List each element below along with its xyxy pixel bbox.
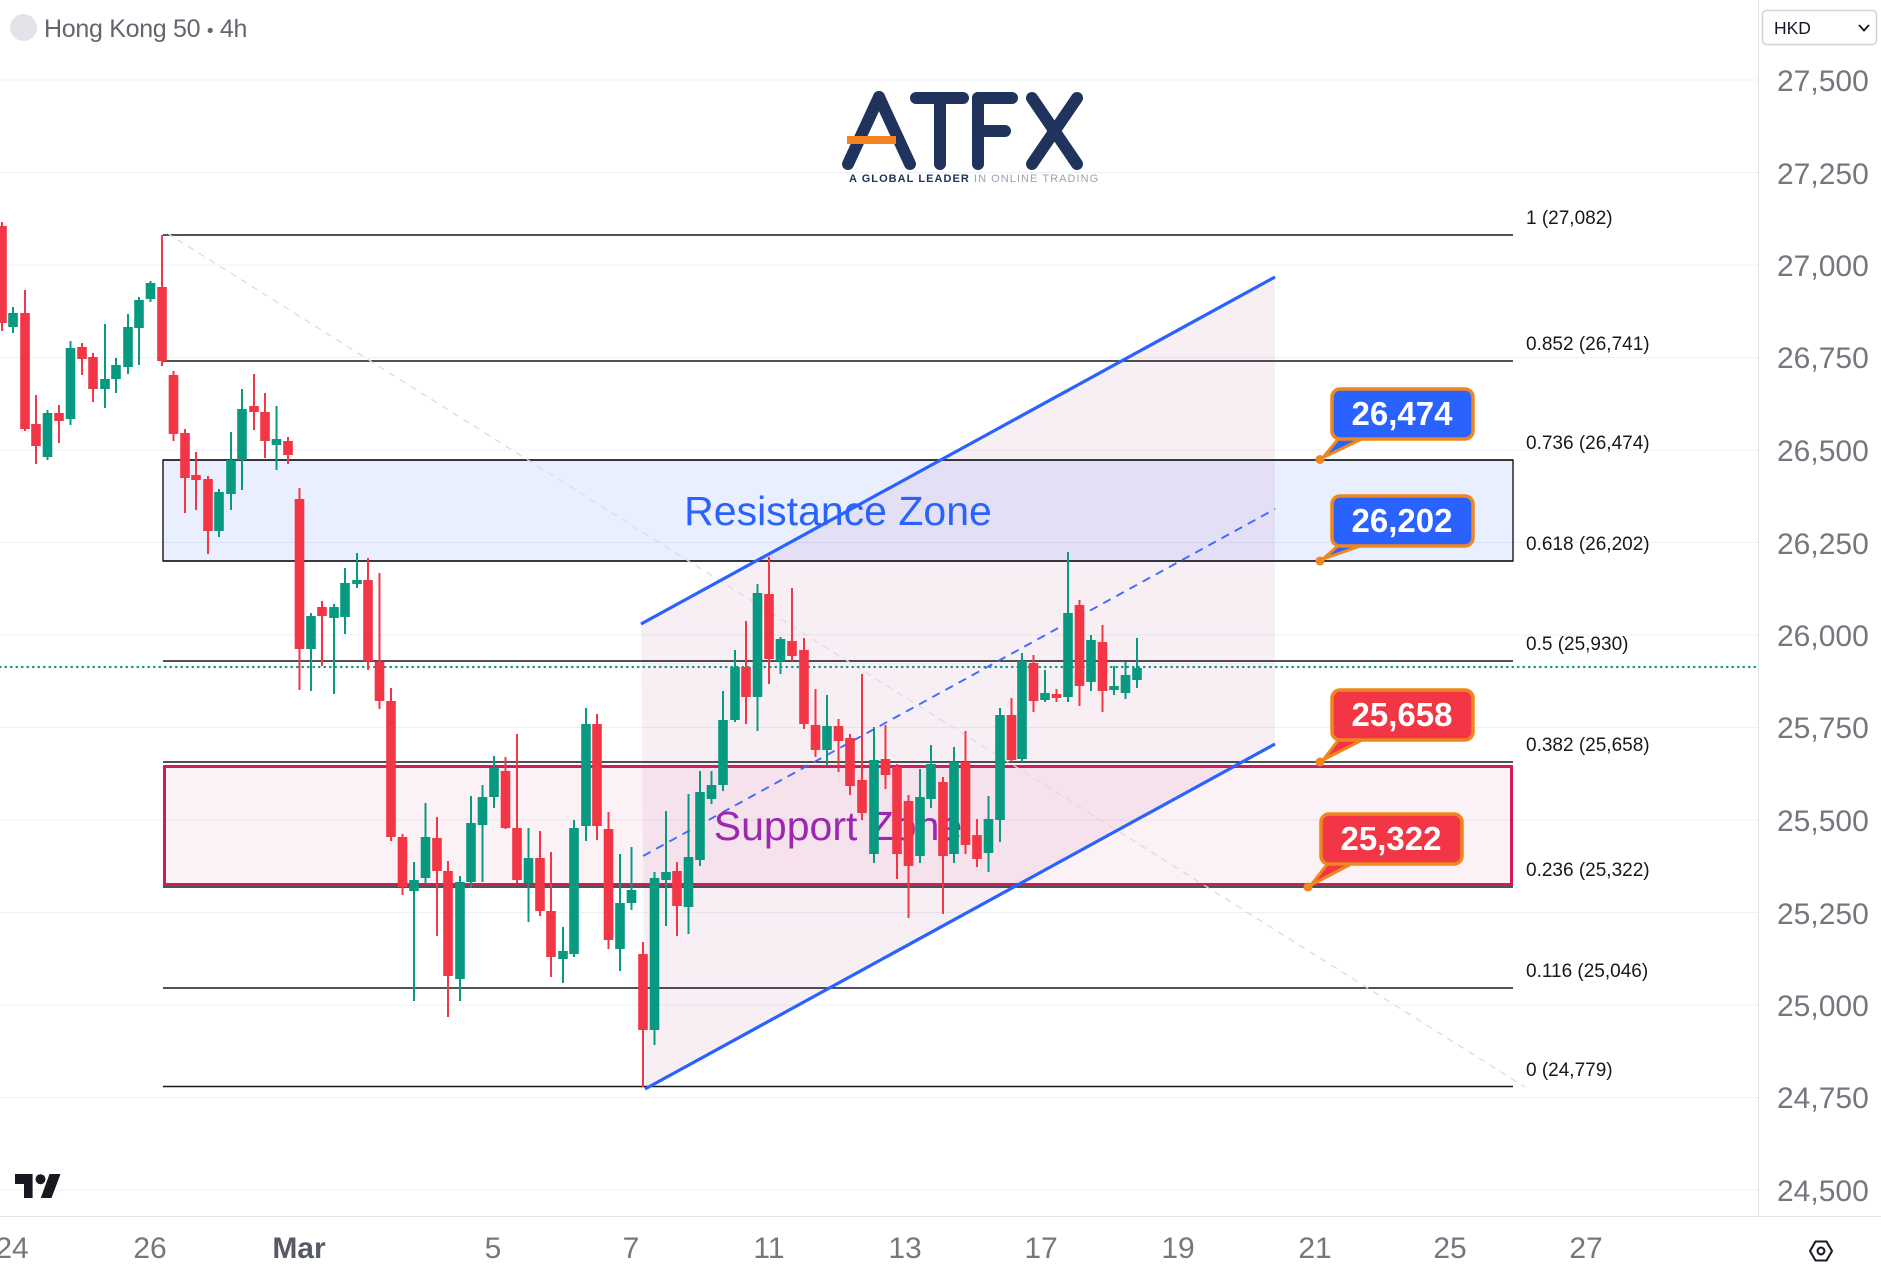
svg-text:11: 11 [753, 1232, 784, 1265]
svg-text:25,250: 25,250 [1777, 898, 1869, 931]
svg-text:27,250: 27,250 [1777, 158, 1869, 191]
svg-text:24: 24 [0, 1232, 29, 1265]
svg-text:26,202: 26,202 [1352, 502, 1453, 539]
svg-text:HKD: HKD [1774, 18, 1811, 38]
svg-text:1 (27,082): 1 (27,082) [1526, 208, 1613, 229]
svg-text:5: 5 [485, 1232, 502, 1265]
svg-text:25,750: 25,750 [1777, 712, 1869, 745]
svg-text:24,750: 24,750 [1777, 1082, 1869, 1115]
svg-text:26: 26 [133, 1232, 166, 1265]
svg-text:7: 7 [623, 1232, 640, 1265]
svg-text:0.116 (25,046): 0.116 (25,046) [1526, 961, 1648, 982]
svg-text:0.382 (25,658): 0.382 (25,658) [1526, 735, 1650, 756]
svg-text:25: 25 [1433, 1232, 1466, 1265]
svg-text:13: 13 [888, 1232, 921, 1265]
svg-text:26,250: 26,250 [1777, 528, 1869, 561]
svg-text:21: 21 [1298, 1232, 1331, 1265]
svg-text:26,750: 26,750 [1777, 342, 1869, 375]
svg-text:26,000: 26,000 [1777, 620, 1869, 653]
svg-text:Mar: Mar [272, 1232, 326, 1265]
svg-text:Hong Kong 50 • 4h: Hong Kong 50 • 4h [44, 15, 247, 43]
svg-text:25,000: 25,000 [1777, 990, 1869, 1023]
svg-text:0.852 (26,741): 0.852 (26,741) [1526, 334, 1650, 355]
svg-text:17: 17 [1024, 1232, 1057, 1265]
svg-text:26,474: 26,474 [1352, 395, 1454, 432]
svg-text:A GLOBAL LEADER IN ONLINE TRAD: A GLOBAL LEADER IN ONLINE TRADING [849, 173, 1099, 185]
svg-text:0 (24,779): 0 (24,779) [1526, 1060, 1613, 1081]
svg-text:27,500: 27,500 [1777, 65, 1869, 98]
svg-text:0.5 (25,930): 0.5 (25,930) [1526, 634, 1628, 655]
svg-text:0.736 (26,474): 0.736 (26,474) [1526, 433, 1650, 454]
svg-text:0.236 (25,322): 0.236 (25,322) [1526, 860, 1650, 881]
svg-text:24,500: 24,500 [1777, 1175, 1869, 1208]
svg-text:25,500: 25,500 [1777, 805, 1869, 838]
svg-text:25,658: 25,658 [1352, 696, 1453, 733]
svg-text:Resistance Zone: Resistance Zone [684, 488, 992, 534]
svg-text:27,000: 27,000 [1777, 250, 1869, 283]
svg-text:26,500: 26,500 [1777, 435, 1869, 468]
svg-text:Support Zone: Support Zone [714, 803, 962, 849]
svg-text:25,322: 25,322 [1341, 820, 1442, 857]
svg-text:19: 19 [1161, 1232, 1194, 1265]
svg-text:0.618 (26,202): 0.618 (26,202) [1526, 534, 1650, 555]
svg-text:27: 27 [1569, 1232, 1602, 1265]
